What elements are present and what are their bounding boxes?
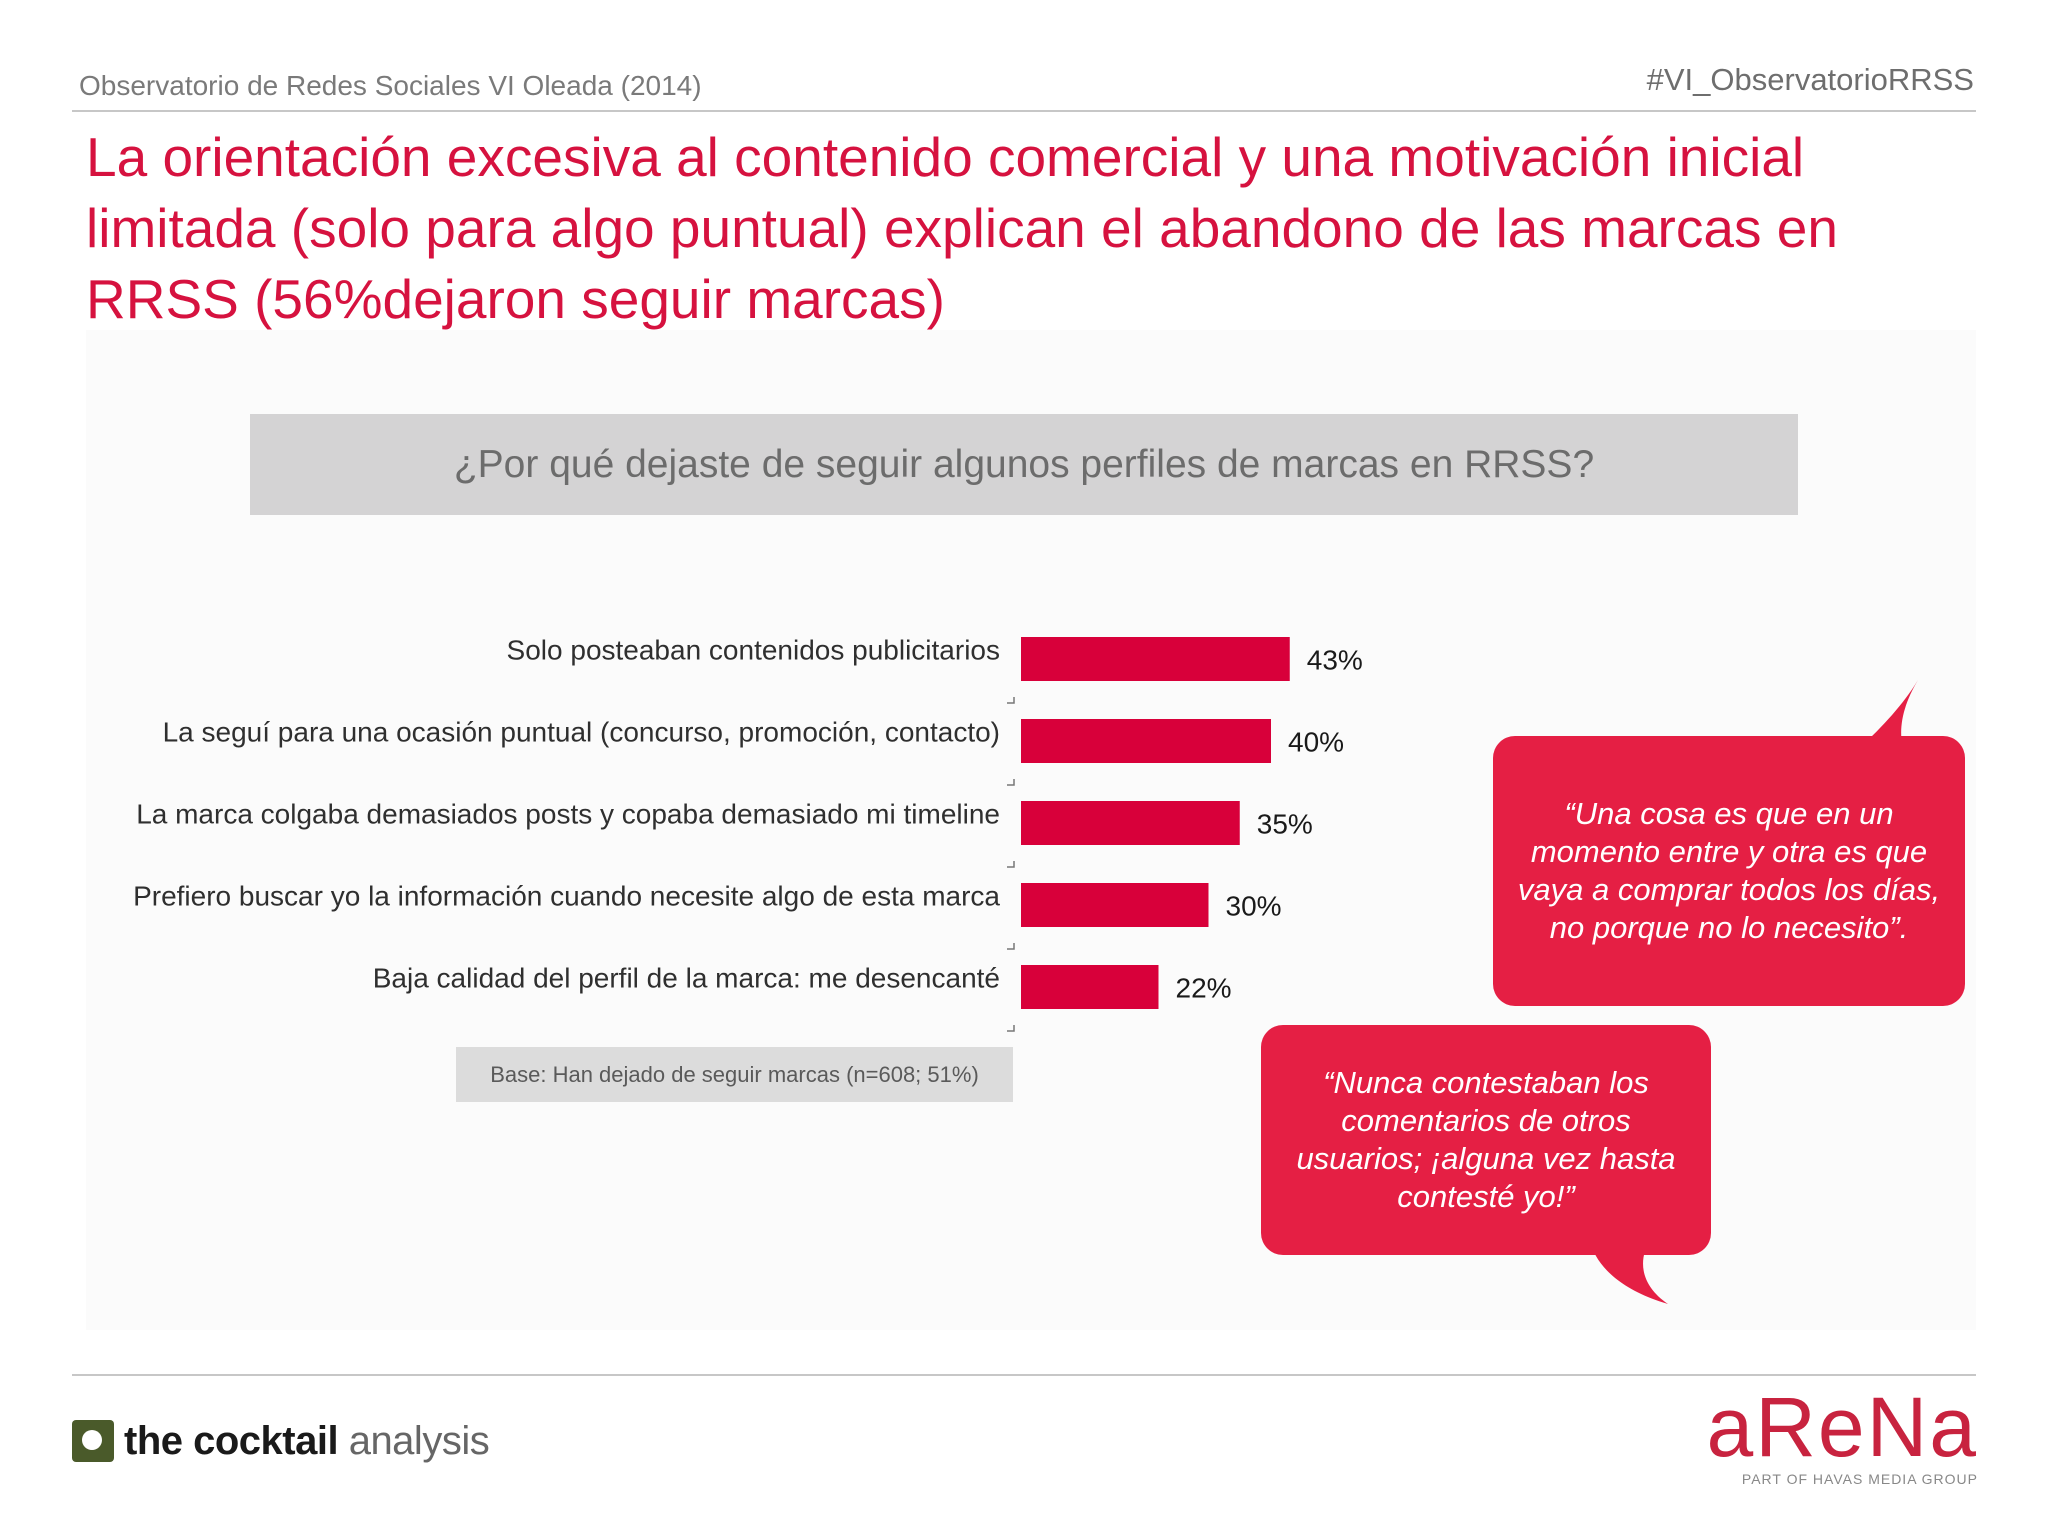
axis-tick-2 <box>1007 779 1015 786</box>
base-note: Base: Han dejado de seguir marcas (n=608… <box>456 1047 1013 1102</box>
value-label-1: 43% <box>1307 644 1363 675</box>
quote-bubble-1: “Una cosa es que en un momento entre y o… <box>1493 736 1965 1006</box>
header-subtitle: Observatorio de Redes Sociales VI Oleada… <box>79 70 702 101</box>
value-label-2: 40% <box>1288 726 1344 757</box>
axis-tick-4 <box>1007 943 1015 950</box>
value-label-3: 35% <box>1257 808 1313 839</box>
bar-chart: Solo posteaban contenidos publicitarios 4… <box>133 634 1363 1032</box>
bar-2 <box>1021 719 1271 763</box>
logo-text-bold: the cocktail <box>124 1418 339 1463</box>
value-label-5: 22% <box>1176 972 1232 1003</box>
cocktail-analysis-logo: the cocktail analysis <box>72 1415 490 1467</box>
category-label-4: Prefiero buscar yo la información cuando… <box>133 880 1000 911</box>
category-label-1: Solo posteaban contenidos publicitarios <box>507 634 1000 665</box>
top-divider <box>72 110 1976 112</box>
arena-logo: aReNa PART OF HAVAS MEDIA GROUP <box>1707 1385 1978 1487</box>
header-hashtag: #VI_ObservatorioRRSS <box>1646 62 1974 97</box>
axis-tick-5 <box>1007 1025 1015 1032</box>
logo-text-light: analysis <box>338 1418 490 1463</box>
bar-4 <box>1021 883 1209 927</box>
bar-3 <box>1021 801 1240 845</box>
speech-bubble-tail-2 <box>1590 1240 1668 1304</box>
cocktail-logo-icon <box>72 1420 114 1462</box>
bottom-divider <box>72 1374 1976 1376</box>
slide-title: La orientación excesiva al contenido com… <box>86 126 1838 330</box>
arena-logo-word: aReNa <box>1706 1380 1978 1474</box>
category-label-3: La marca colgaba demasiados posts y copa… <box>136 798 1000 829</box>
bar-1 <box>1021 637 1290 681</box>
survey-question: ¿Por qué dejaste de seguir algunos perfi… <box>250 414 1798 515</box>
axis-tick-3 <box>1007 861 1015 868</box>
category-label-2: La seguí para una ocasión puntual (concu… <box>163 716 1000 747</box>
axis-tick-1 <box>1007 697 1015 704</box>
category-label-5: Baja calidad del perfil de la marca: me … <box>373 962 1000 993</box>
bar-5 <box>1021 965 1159 1009</box>
value-label-4: 30% <box>1226 890 1282 921</box>
arena-logo-subtitle: PART OF HAVAS MEDIA GROUP <box>1741 1471 1978 1487</box>
quote-bubble-2: “Nunca contestaban los comentarios de ot… <box>1261 1025 1711 1255</box>
